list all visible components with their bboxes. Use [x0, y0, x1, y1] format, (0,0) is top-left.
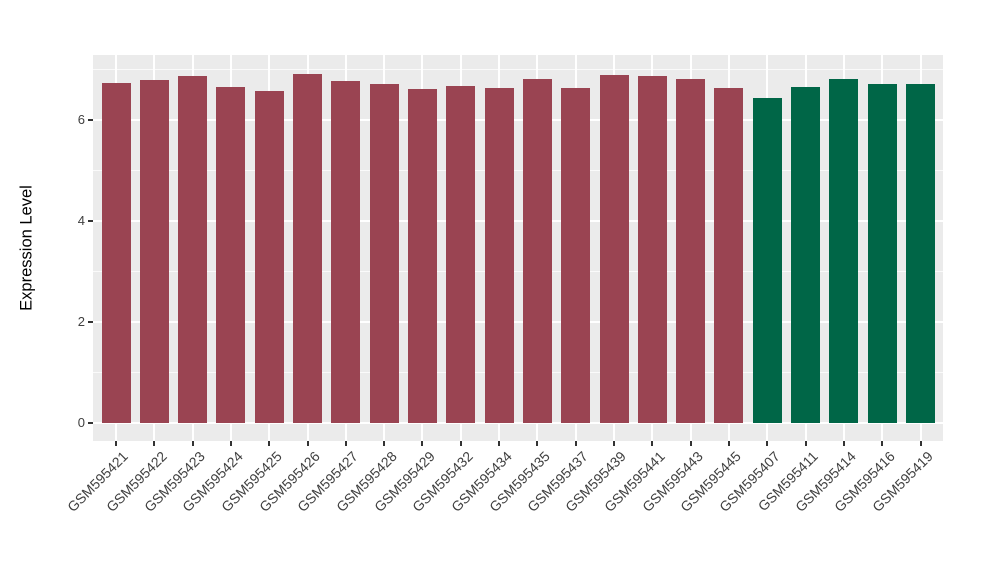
plot-panel [93, 55, 943, 441]
bar-GSM595432 [446, 86, 476, 423]
gridline-major [93, 119, 943, 122]
bar-GSM595428 [369, 84, 399, 423]
bar-GSM595435 [522, 78, 552, 423]
x-tick-mark [459, 441, 462, 446]
bar-GSM595419 [906, 84, 935, 423]
gridline-minor [93, 271, 943, 273]
bar-GSM595414 [829, 79, 859, 423]
gridline-minor [93, 170, 943, 172]
x-tick-mark [651, 441, 654, 446]
x-tick-mark [306, 441, 309, 446]
bar-GSM595422 [139, 80, 169, 423]
bar-GSM595411 [791, 87, 821, 423]
x-tick-mark [881, 441, 884, 446]
x-tick-mark [268, 441, 271, 446]
gridline-major [93, 321, 943, 324]
bar-GSM595443 [676, 79, 706, 423]
bar-GSM595427 [331, 81, 361, 423]
bar-GSM595426 [293, 73, 323, 423]
bar-GSM595416 [867, 84, 897, 423]
y-axis-title: Expression Level [17, 185, 36, 311]
x-tick-mark [229, 441, 232, 446]
bar-GSM595445 [714, 87, 744, 423]
y-tick-label: 4 [77, 213, 85, 229]
gridline-minor [93, 69, 943, 71]
y-tick-label: 2 [77, 314, 85, 330]
x-tick-mark [383, 441, 386, 446]
x-tick-mark [115, 441, 117, 446]
x-tick-mark [498, 441, 501, 446]
gridline-major [93, 220, 943, 223]
bar-GSM595425 [254, 91, 284, 423]
gridline-minor [93, 372, 943, 374]
bar-GSM595437 [561, 88, 591, 423]
y-tick-mark [88, 321, 93, 324]
y-tick-label: 6 [77, 112, 85, 128]
bar-GSM595423 [178, 76, 208, 423]
bar-GSM595421 [101, 83, 131, 423]
bar-GSM595407 [752, 98, 782, 423]
bar-GSM595429 [407, 88, 437, 423]
x-tick-mark [613, 441, 616, 446]
x-tick-mark [842, 441, 845, 446]
x-tick-mark [344, 441, 347, 446]
gridline-major [93, 422, 943, 424]
bar-GSM595439 [599, 75, 629, 423]
x-tick-mark [536, 441, 539, 446]
x-tick-mark [421, 441, 424, 446]
y-tick-mark [88, 220, 93, 223]
y-tick-mark [88, 119, 93, 122]
x-tick-mark [919, 441, 922, 446]
x-tick-mark [766, 441, 769, 446]
x-tick-mark [804, 441, 807, 446]
y-tick-label: 0 [77, 415, 85, 430]
bar-GSM595441 [637, 76, 667, 423]
x-tick-mark [191, 441, 194, 446]
y-tick-mark [88, 422, 93, 424]
x-tick-mark [689, 441, 692, 446]
x-tick-mark [574, 441, 577, 446]
x-tick-mark [153, 441, 156, 446]
bar-GSM595424 [216, 87, 246, 423]
bar-GSM595434 [484, 87, 514, 423]
x-tick-mark [727, 441, 730, 446]
